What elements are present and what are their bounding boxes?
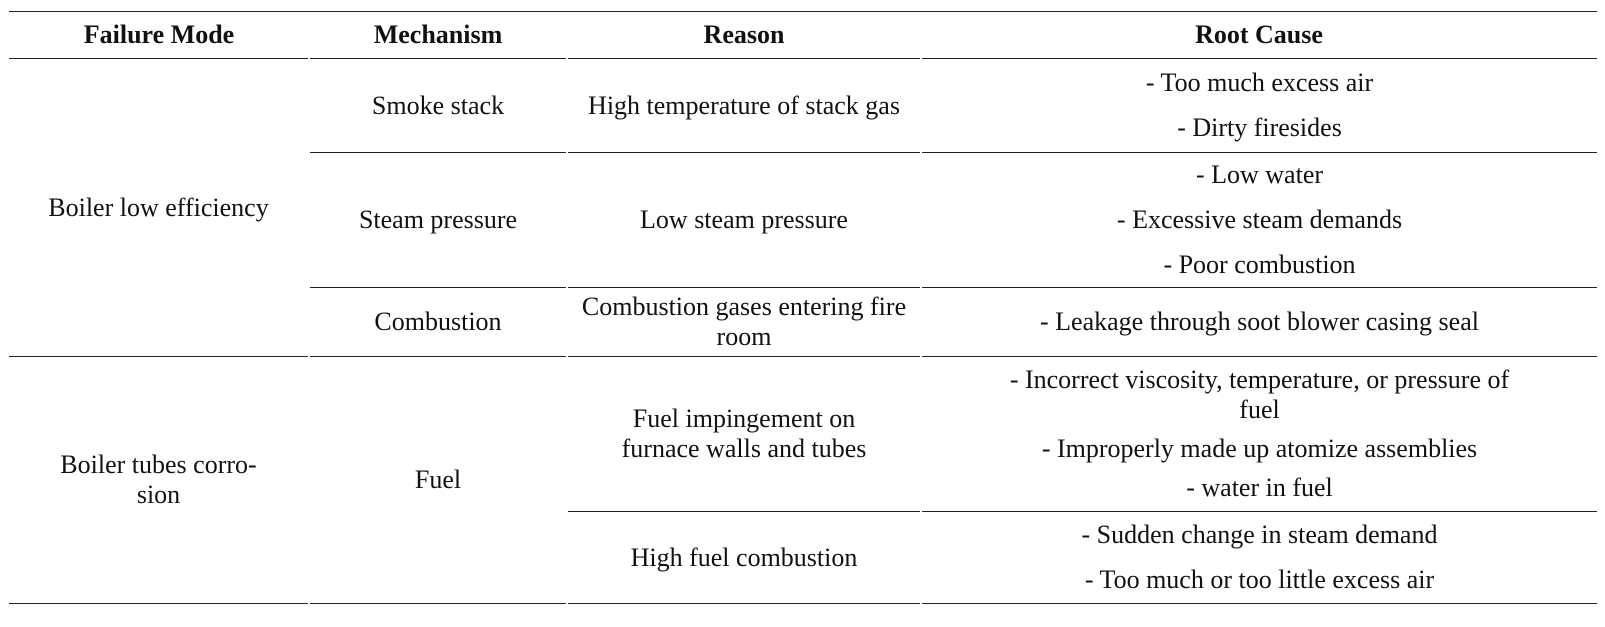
root-cause-cell: - Too much excess air - Dirty firesides: [921, 59, 1597, 153]
header-root-cause: Root Cause: [921, 11, 1597, 59]
root-cause-item: - Leakage through soot blower casing sea…: [1040, 307, 1479, 336]
reason-text: Combustion gases entering fire room: [581, 292, 907, 351]
table-row: Combustion Combustion gases entering fir…: [9, 287, 1597, 357]
root-cause-item: - Too much or too little excess air: [1084, 565, 1435, 594]
reason-cell: Low steam pressure: [567, 152, 922, 288]
reason-cell: Fuel impingement on furnace walls and tu…: [567, 356, 922, 512]
failure-mode-text: Boiler tubes corro-sion: [60, 450, 257, 509]
root-cause-cell: - Leakage through soot blower casing sea…: [921, 287, 1597, 357]
root-cause-list: - Sudden change in steam demand - Too mu…: [928, 520, 1591, 595]
header-row: Failure Mode Mechanism Reason Root Cause: [9, 11, 1597, 59]
mechanism-cell: Steam pressure: [309, 152, 568, 288]
table-body: Boiler low efficiency Smoke stack High t…: [9, 58, 1597, 604]
root-cause-item: - water in fuel: [1186, 473, 1333, 502]
root-cause-item: - Poor combustion: [1163, 250, 1356, 279]
root-cause-item: - Low water: [1195, 160, 1324, 189]
reason-cell: High temperature of stack gas: [567, 58, 922, 153]
root-cause-item: - Incorrect viscosity, temperature, or p…: [1009, 365, 1510, 424]
root-cause-item: - Too much excess air: [1145, 68, 1374, 97]
reason-text: Fuel impingement on furnace walls and tu…: [621, 404, 867, 463]
root-cause-item: - Sudden change in steam demand: [1081, 520, 1438, 549]
root-cause-list: - Too much excess air - Dirty firesides: [928, 68, 1591, 143]
failure-mode-cell: Boiler low efficiency: [9, 58, 310, 357]
root-cause-item: - Dirty firesides: [1177, 113, 1342, 142]
root-cause-item: - Excessive steam demands: [1116, 205, 1403, 234]
root-cause-cell: - Sudden change in steam demand - Too mu…: [921, 511, 1597, 604]
table-header: Failure Mode Mechanism Reason Root Cause: [9, 11, 1597, 59]
root-cause-list: - Low water - Excessive steam demands - …: [928, 160, 1591, 280]
reason-cell: High fuel combustion: [567, 511, 922, 604]
header-failure-mode: Failure Mode: [9, 11, 309, 59]
table-row: Boiler low efficiency Smoke stack High t…: [9, 58, 1597, 357]
header-reason: Reason: [567, 11, 921, 59]
mechanism-cell: Smoke stack: [309, 58, 568, 153]
table-row: Boiler tubes corro-sion Fuel Fuel imping…: [9, 356, 1597, 604]
root-cause-item: - Improperly made up atomize assemblies: [1041, 434, 1478, 463]
mechanism-cell: Fuel: [309, 356, 568, 604]
root-cause-cell: - Incorrect viscosity, temperature, or p…: [921, 356, 1597, 512]
failure-mode-cell: Boiler tubes corro-sion: [9, 356, 310, 604]
table-row: Steam pressure Low steam pressure - Low …: [9, 152, 1597, 288]
root-cause-cell: - Low water - Excessive steam demands - …: [921, 152, 1597, 288]
header-mechanism: Mechanism: [309, 11, 567, 59]
root-cause-list: - Incorrect viscosity, temperature, or p…: [928, 365, 1591, 503]
mechanism-cell: Combustion: [309, 287, 568, 357]
reason-cell: Combustion gases entering fire room: [567, 287, 922, 357]
table-row: High fuel combustion - Sudden change in …: [9, 511, 1597, 604]
reason-text: High temperature of stack gas: [588, 90, 900, 120]
failure-analysis-table: Failure Mode Mechanism Reason Root Cause…: [9, 11, 1597, 604]
